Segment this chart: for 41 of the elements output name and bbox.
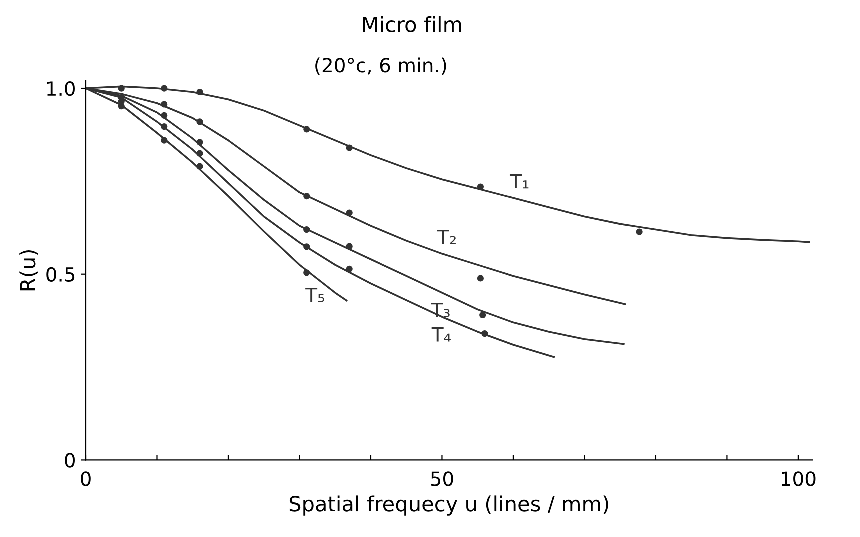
point	[304, 226, 310, 234]
point	[196, 163, 204, 170]
series-label: T₁	[510, 174, 529, 189]
chart-subtitle: (20°c, 6 min.)	[316, 58, 446, 76]
y-axis-title: R(u)	[20, 250, 38, 291]
point	[196, 150, 204, 157]
x-tick-label: 0	[81, 472, 91, 486]
point	[636, 228, 643, 236]
point	[304, 244, 310, 250]
point	[346, 243, 353, 250]
point	[161, 112, 168, 119]
point	[304, 193, 310, 200]
series-label: T₄	[432, 328, 451, 342]
point	[304, 126, 310, 133]
x-tick-label: 50	[431, 472, 454, 486]
point	[196, 118, 204, 126]
series-label: T₃	[431, 303, 450, 318]
series-label: T₂	[437, 230, 456, 244]
chart-title: Micro film	[363, 16, 462, 33]
point	[304, 270, 310, 276]
point	[118, 85, 125, 92]
point	[161, 85, 168, 92]
point	[346, 144, 353, 152]
point	[196, 139, 204, 146]
point	[477, 275, 484, 282]
x-tick-label: 100	[782, 472, 816, 486]
point	[477, 184, 484, 190]
point	[118, 103, 125, 110]
point	[196, 88, 204, 96]
point	[346, 266, 353, 272]
series-label: T₅	[306, 288, 324, 302]
point	[161, 137, 168, 144]
point	[161, 101, 168, 108]
x-axis-title: Spatial frequecy u (lines / mm)	[290, 496, 608, 516]
y-tick-label: 0	[65, 453, 75, 468]
point	[482, 330, 488, 338]
point	[480, 312, 486, 319]
y-tick-label: 0.5	[46, 267, 75, 282]
y-tick-label: 1.0	[47, 81, 75, 96]
point	[161, 124, 168, 130]
point	[346, 210, 353, 216]
